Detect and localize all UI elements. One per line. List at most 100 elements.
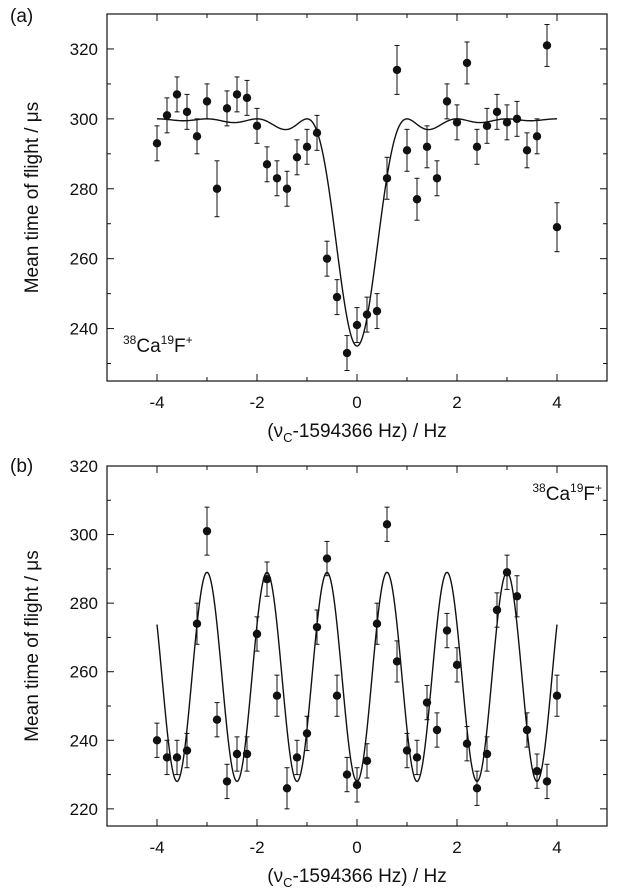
data-point <box>352 320 362 330</box>
data-point <box>232 90 242 99</box>
data-point <box>322 554 332 563</box>
panel-b: -4 -2 0 2 4 220 240 260 280 300 320 Mean time of fl… <box>10 456 608 890</box>
data-point <box>532 132 542 141</box>
x-tick-label: -4 <box>149 393 164 412</box>
data-point <box>212 184 222 193</box>
ann-mass-2: 19 <box>570 481 584 495</box>
y-tick-label: 240 <box>70 731 98 750</box>
data-point <box>542 41 552 50</box>
data-point <box>292 753 302 762</box>
data-point <box>222 777 232 786</box>
data-point <box>292 153 302 162</box>
x-tick-label: -4 <box>149 838 164 857</box>
data-point <box>262 574 272 584</box>
data-point <box>302 729 312 738</box>
ann-element-2: F <box>583 484 595 505</box>
data-point <box>352 780 362 790</box>
data-point <box>452 660 462 670</box>
panel-label: (b) <box>10 456 33 477</box>
data-point <box>472 142 482 152</box>
data-point <box>182 107 192 117</box>
data-point <box>362 310 372 319</box>
ann-mass-1: 38 <box>532 481 546 495</box>
data-point <box>372 306 382 316</box>
data-point <box>312 128 322 138</box>
data-point <box>322 254 332 263</box>
ann-charge: + <box>186 333 193 347</box>
data-point <box>332 292 342 302</box>
data-point <box>482 121 492 131</box>
y-tick-label: 280 <box>70 180 98 199</box>
data-point <box>462 739 472 748</box>
ann-element-1: Ca <box>136 336 161 357</box>
data-point <box>212 715 222 724</box>
data-point <box>332 691 342 700</box>
data-point <box>462 58 472 68</box>
data-point <box>372 619 382 628</box>
data-point <box>412 195 422 204</box>
x-tick-label: 2 <box>452 838 461 857</box>
data-point <box>392 65 402 75</box>
y-axis-label: Mean time of flight / μs <box>22 550 43 742</box>
data-point <box>422 142 432 152</box>
data-point <box>532 766 542 776</box>
x-axis-label-post: -1594366 Hz) / Hz <box>293 866 447 887</box>
x-tick-label: -2 <box>249 393 264 412</box>
data-point <box>282 784 292 793</box>
y-axis-label: Mean time of flight / μs <box>22 102 43 294</box>
data-point <box>382 174 392 183</box>
x-axis-label-sub: C <box>283 430 292 445</box>
data-point <box>152 736 162 745</box>
data-point <box>312 622 322 632</box>
ann-element-1: Ca <box>546 484 571 505</box>
data-point <box>452 118 462 127</box>
data-point <box>342 348 352 358</box>
data-point <box>442 626 452 635</box>
y-tick-label: 300 <box>70 526 98 545</box>
data-point <box>492 605 502 615</box>
data-point <box>282 184 292 193</box>
data-point <box>522 146 532 155</box>
data-point <box>442 97 452 106</box>
data-point <box>252 629 262 639</box>
data-point <box>262 160 272 169</box>
data-point <box>222 104 232 113</box>
data-point <box>392 657 402 666</box>
x-tick-label: 2 <box>452 393 461 412</box>
data-point <box>252 121 262 131</box>
panel-a: -4 -2 0 2 4 240 260 280 300 320 Mean time of fligh… <box>10 6 608 445</box>
ann-mass-2: 19 <box>161 333 175 347</box>
y-tick-label: 280 <box>70 594 98 613</box>
data-point <box>182 746 192 755</box>
y-tick-label: 320 <box>70 457 98 476</box>
data-point <box>272 174 282 183</box>
fit-curve <box>157 118 557 347</box>
x-axis-label-post: -1594366 Hz) / Hz <box>293 421 447 442</box>
data-point <box>502 118 512 127</box>
data-point <box>472 784 482 793</box>
panel-label: (a) <box>10 6 33 27</box>
x-axis-label-sub: C <box>283 875 292 890</box>
x-axis-label: (νC-1594366 Hz) / Hz <box>267 421 446 445</box>
data-point <box>432 174 442 183</box>
data-point <box>242 93 252 103</box>
x-tick-label: 0 <box>352 393 361 412</box>
data-point <box>362 756 372 766</box>
x-axis-label-pre: (ν <box>267 421 283 442</box>
data-point <box>342 770 352 779</box>
data-point <box>202 97 212 106</box>
data-point <box>412 753 422 762</box>
data-point <box>242 749 252 759</box>
data-point <box>402 746 412 755</box>
molecule-annotation: 38Ca19F+ <box>532 481 602 505</box>
ann-charge: + <box>595 481 602 495</box>
data-point <box>172 753 182 762</box>
data-point <box>152 139 162 148</box>
data-point <box>272 691 282 700</box>
data-point <box>432 725 442 735</box>
ann-element-2: F <box>174 336 186 357</box>
y-tick-label: 300 <box>70 110 98 129</box>
molecule-annotation: 38Ca19F+ <box>123 333 193 357</box>
data-point <box>402 146 412 155</box>
